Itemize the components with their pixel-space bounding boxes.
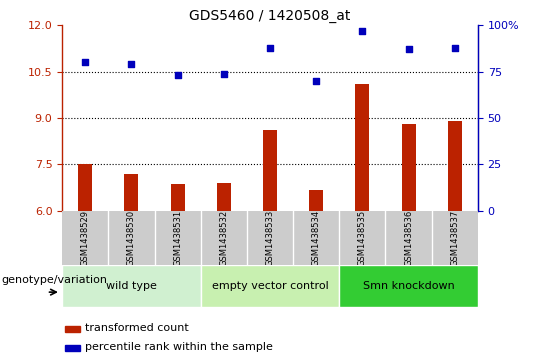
Point (219, 71, 228, 77)
Text: GSM1438533: GSM1438533 (266, 210, 274, 266)
Text: GSM1438531: GSM1438531 (173, 210, 182, 266)
Text: GSM1438537: GSM1438537 (450, 210, 460, 266)
Title: GDS5460 / 1420508_at: GDS5460 / 1420508_at (190, 9, 350, 23)
Point (127, 61, 136, 67)
Bar (124, 174, 138, 211)
Point (404, 46, 413, 52)
Point (266, 45, 274, 50)
Bar (65, 345, 79, 351)
Text: wild type: wild type (106, 281, 157, 291)
Text: genotype/variation: genotype/variation (1, 274, 107, 285)
Text: GSM1438535: GSM1438535 (358, 210, 367, 266)
Bar (339, 265, 478, 307)
Point (81, 60, 90, 65)
Text: GSM1438536: GSM1438536 (404, 210, 413, 266)
Bar (65, 326, 79, 332)
Bar (355, 84, 369, 211)
Bar (402, 124, 415, 211)
Point (450, 45, 459, 50)
Text: GSM1438530: GSM1438530 (127, 210, 136, 266)
Text: GSM1438532: GSM1438532 (219, 210, 228, 266)
Point (312, 78, 321, 84)
Bar (201, 265, 339, 307)
Text: transformed count: transformed count (85, 323, 188, 333)
Text: GSM1438529: GSM1438529 (80, 210, 90, 266)
Bar (448, 121, 462, 211)
Bar (263, 130, 277, 211)
Text: Smn knockdown: Smn knockdown (363, 281, 455, 291)
Text: percentile rank within the sample: percentile rank within the sample (85, 342, 272, 352)
Bar (309, 191, 323, 211)
Text: GSM1438534: GSM1438534 (312, 210, 321, 266)
Point (173, 73, 182, 78)
Bar (62, 265, 201, 307)
Bar (171, 184, 185, 211)
Text: empty vector control: empty vector control (212, 281, 328, 291)
Bar (78, 164, 92, 211)
Bar (217, 183, 231, 211)
Point (358, 28, 367, 34)
